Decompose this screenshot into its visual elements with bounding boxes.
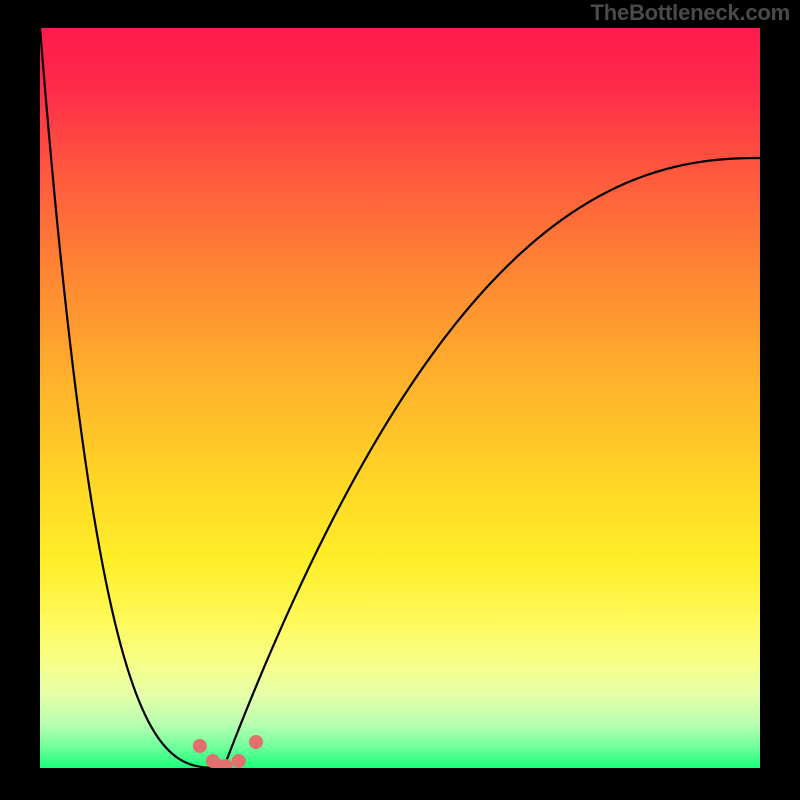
chart-svg	[0, 0, 800, 800]
watermark-text: TheBottleneck.com	[590, 0, 790, 26]
plot-gradient-background	[40, 28, 760, 768]
curve-marker	[193, 739, 207, 753]
chart-container: TheBottleneck.com	[0, 0, 800, 800]
curve-marker	[249, 735, 263, 749]
curve-marker	[232, 754, 246, 768]
